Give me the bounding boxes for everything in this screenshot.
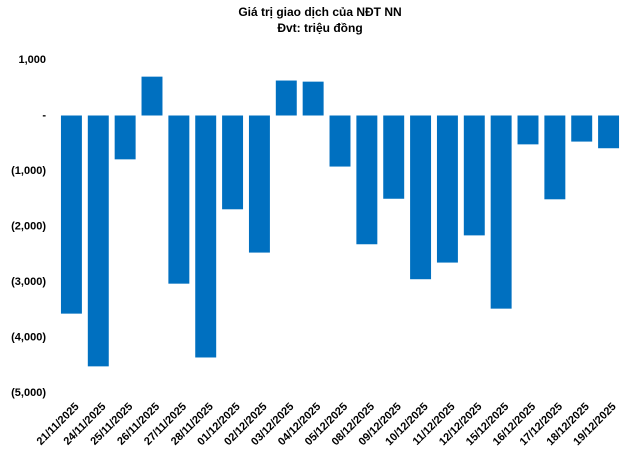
y-tick-label: (3,000) — [11, 276, 46, 288]
bar — [87, 115, 109, 367]
bar — [60, 115, 82, 314]
bar — [114, 115, 136, 160]
bar — [222, 115, 244, 210]
bar — [383, 115, 405, 199]
bar — [571, 115, 593, 142]
y-tick-label: (1,000) — [11, 165, 46, 177]
bar — [490, 115, 512, 309]
y-tick-label: (5,000) — [11, 387, 46, 399]
y-tick-label: (4,000) — [11, 331, 46, 343]
bar — [275, 80, 297, 116]
bar — [463, 115, 485, 236]
bar — [168, 115, 190, 284]
bar — [598, 115, 620, 149]
bar — [544, 115, 566, 200]
bar — [517, 115, 539, 145]
y-tick-label: 1,000 — [18, 54, 46, 66]
bar — [195, 115, 217, 358]
bar — [356, 115, 378, 245]
y-tick-label: (2,000) — [11, 220, 46, 232]
chart-title: Giá trị giao dịch của NĐT NN — [238, 5, 401, 19]
chart-subtitle: Đvt: triệu đồng — [277, 21, 362, 35]
bar — [436, 115, 458, 263]
y-tick-label: - — [42, 109, 46, 121]
bar — [141, 76, 163, 116]
bar — [302, 81, 324, 116]
bar — [248, 115, 270, 253]
bar — [410, 115, 432, 280]
bar — [329, 115, 351, 167]
